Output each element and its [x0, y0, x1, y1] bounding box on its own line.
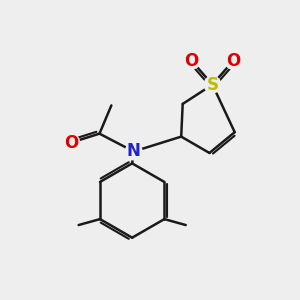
- Text: O: O: [226, 52, 240, 70]
- Text: O: O: [184, 52, 199, 70]
- Circle shape: [204, 76, 221, 93]
- Circle shape: [225, 52, 242, 69]
- Text: S: S: [206, 76, 218, 94]
- Text: N: N: [127, 142, 141, 160]
- Text: O: O: [64, 134, 78, 152]
- Circle shape: [63, 134, 80, 151]
- Circle shape: [125, 143, 142, 160]
- Circle shape: [183, 52, 200, 69]
